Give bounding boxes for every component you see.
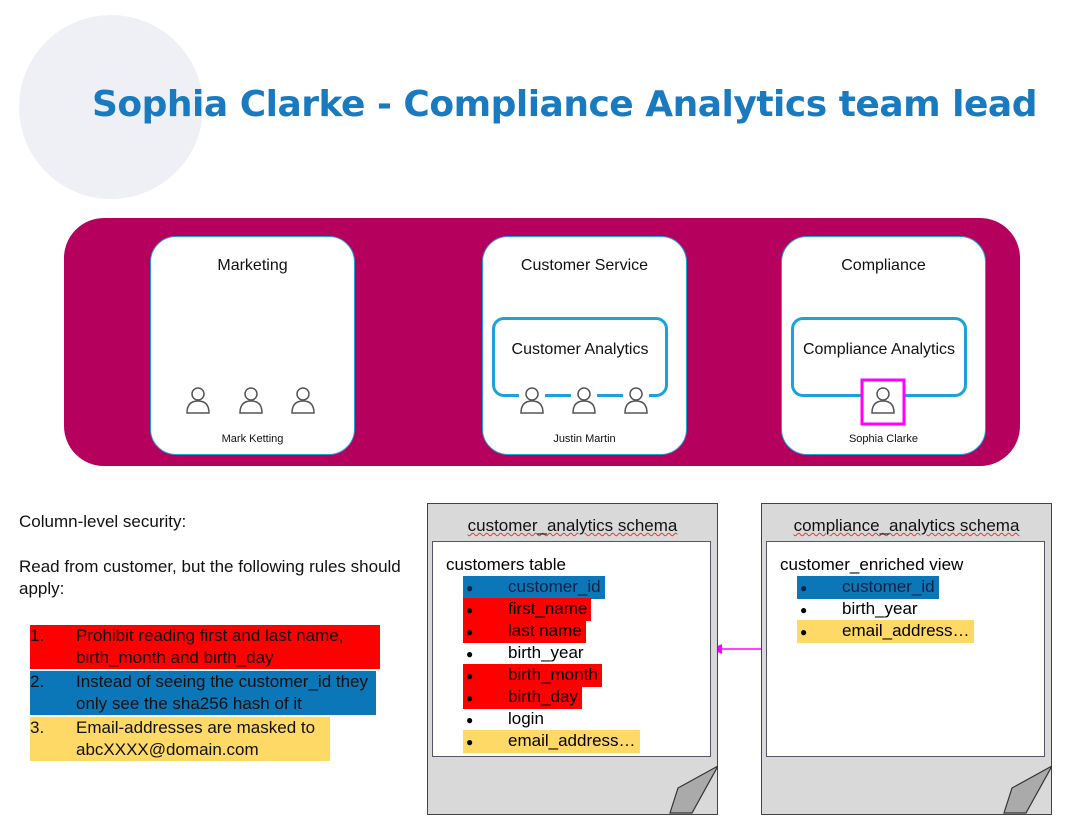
column-item: ● customer_id	[797, 576, 974, 599]
column-list: ● customer_id ● first_name ● last name ● birth_…	[463, 576, 640, 753]
schema-customer-analytics: customer_analytics schema customers tabl…	[427, 503, 718, 815]
department-title: Marketing	[217, 257, 288, 274]
column-item: ● birth_month	[463, 664, 640, 687]
object-title: customer_enriched view	[780, 555, 964, 574]
department-lead: Justin Martin	[553, 433, 616, 445]
person-icon	[184, 384, 212, 418]
column-item: ● email_address…	[797, 620, 974, 643]
person-icon	[237, 384, 265, 418]
rule-number: 1.	[30, 625, 76, 669]
team-name: Compliance Analytics	[802, 341, 956, 358]
page-curl-icon	[1003, 766, 1052, 814]
page-curl-icon	[669, 766, 718, 814]
column-name: birth_year	[508, 643, 584, 662]
column-name: last name	[508, 621, 582, 640]
column-name: email_address…	[508, 731, 636, 750]
bullet-icon: ●	[466, 647, 474, 661]
column-item: ● birth_year	[463, 642, 640, 664]
column-item: ● email_address…	[463, 730, 640, 753]
schema-compliance-analytics: compliance_analytics schema customer_enr…	[761, 503, 1052, 815]
department-title: Compliance	[841, 257, 926, 274]
column-name: email_address…	[842, 621, 970, 640]
person-icon	[518, 384, 546, 418]
column-name: birth_month	[508, 665, 598, 684]
page-title: Sophia Clarke - Compliance Analytics tea…	[92, 84, 1037, 125]
person-icon	[622, 384, 650, 418]
column-item: ● login	[463, 708, 640, 730]
rule-1: 1. Prohibit reading first and last name, …	[30, 625, 380, 669]
rule-number: 3.	[30, 717, 76, 761]
schema-title: compliance_analytics schema	[793, 516, 1020, 535]
column-item: ● birth_year	[797, 598, 974, 620]
column-name: login	[508, 709, 544, 728]
rule-text: Prohibit reading first and last name, bi…	[76, 625, 380, 669]
department-lead: Mark Ketting	[221, 433, 284, 445]
bullet-icon: ●	[466, 713, 474, 727]
bullet-icon: ●	[466, 669, 474, 683]
bullet-icon: ●	[800, 603, 808, 617]
person-icon	[289, 384, 317, 418]
decorative-circle	[19, 15, 203, 199]
department-lead: Sophia Clarke	[848, 433, 919, 445]
rule-2: 2. Instead of seeing the customer_id they…	[30, 671, 376, 715]
column-list: ● customer_id ● birth_year ● email_address…	[797, 576, 974, 643]
bullet-icon: ●	[466, 625, 474, 639]
notes-intro: Read from customer, but the following ru…	[19, 557, 401, 598]
notes-heading: Column-level security:	[19, 512, 187, 531]
department-customer-service: Customer Service Customer Analytics Just…	[482, 236, 687, 455]
column-item: ● birth_day	[463, 686, 640, 709]
person-icon	[570, 384, 598, 418]
rule-number: 2.	[30, 671, 76, 715]
bullet-icon: ●	[466, 603, 474, 617]
person-icon	[869, 384, 897, 418]
bullet-icon: ●	[800, 625, 808, 639]
bullet-icon: ●	[466, 691, 474, 705]
column-item: ● first_name	[463, 598, 640, 621]
rule-text: Email-addresses are masked to abcXXXX@do…	[76, 717, 330, 761]
column-name: customer_id	[508, 577, 601, 596]
rule-text: Instead of seeing the customer_id they o…	[76, 671, 376, 715]
schema-body: customers table ● customer_id ● first_name ●…	[432, 541, 711, 757]
department-marketing: Marketing Mark Ketting	[150, 236, 355, 455]
column-item: ● customer_id	[463, 576, 640, 599]
schema-title: customer_analytics schema	[467, 516, 678, 535]
bullet-icon: ●	[466, 581, 474, 595]
object-title: customers table	[446, 555, 566, 574]
schema-body: customer_enriched view ● customer_id ● birt…	[766, 541, 1045, 757]
column-name: customer_id	[842, 577, 935, 596]
bullet-icon: ●	[466, 735, 474, 749]
column-name: first_name	[508, 599, 588, 618]
column-name: birth_year	[842, 599, 918, 618]
department-title: Customer Service	[520, 257, 649, 274]
bullet-icon: ●	[800, 581, 808, 595]
column-item: ● last name	[463, 620, 640, 643]
rule-3: 3. Email-addresses are masked to abcXXXX@…	[30, 717, 330, 761]
team-name: Customer Analytics	[511, 341, 649, 358]
column-name: birth_day	[508, 687, 578, 706]
